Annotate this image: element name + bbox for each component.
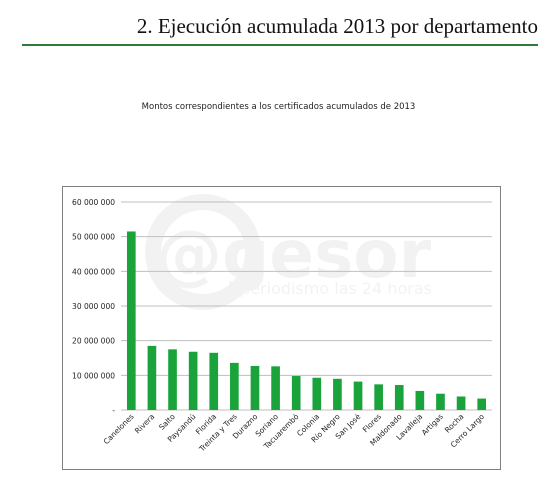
bar [415, 390, 425, 410]
watermark-logo: @gesor [156, 216, 432, 293]
y-tick-label: 20 000 000 [72, 337, 115, 346]
heading-underline [22, 44, 538, 46]
bar [209, 352, 219, 410]
y-tick-label: 50 000 000 [72, 233, 115, 242]
x-tick-label: Canelones [102, 412, 136, 446]
x-tick-label: Rivera [133, 412, 156, 435]
watermark-tagline: periodismo las 24 horas [240, 279, 432, 298]
bar [291, 376, 301, 410]
bar [456, 396, 466, 410]
y-tick-label: 60 000 000 [72, 198, 115, 207]
bar [168, 349, 177, 410]
chart-title: Montos correspondientes a los certificad… [141, 102, 416, 112]
bars [126, 231, 487, 410]
bar [374, 384, 383, 410]
bar [394, 385, 404, 410]
bar [126, 231, 136, 410]
y-tick-label: 40 000 000 [72, 267, 115, 276]
bar [333, 378, 342, 410]
x-tick-label: Artigas [420, 412, 445, 437]
bar [230, 362, 239, 410]
y-tick-label: - [112, 406, 115, 415]
section-heading: 2. Ejecución acumulada 2013 por departam… [136, 14, 538, 38]
bar [188, 351, 198, 410]
agesor-watermark: @gesor periodismo las 24 horas [145, 194, 432, 310]
bar [147, 345, 157, 410]
bar [312, 377, 322, 410]
bar [353, 381, 363, 410]
y-axis-tick-labels: - 10 000 000 20 000 000 30 000 000 40 000 00… [72, 198, 115, 415]
gridlines [121, 201, 492, 411]
y-tick-label: 10 000 000 [72, 371, 115, 380]
bar [271, 366, 280, 410]
bar [250, 365, 260, 410]
y-tick-label: 30 000 000 [72, 302, 115, 311]
bar [477, 398, 487, 410]
bar [436, 393, 445, 410]
